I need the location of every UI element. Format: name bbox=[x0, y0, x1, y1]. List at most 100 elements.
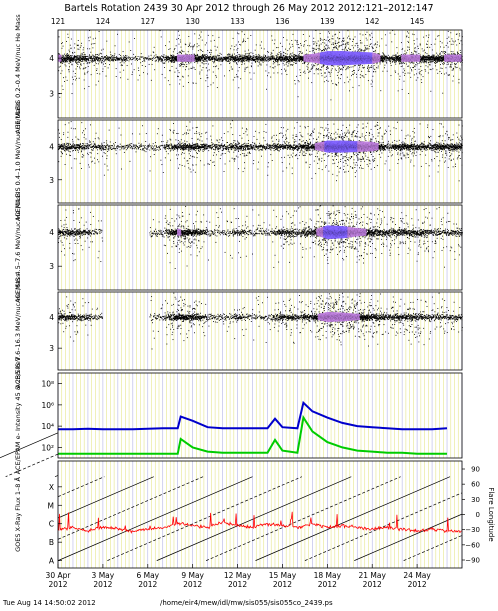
data-point bbox=[167, 57, 169, 58]
data-point bbox=[236, 62, 237, 64]
data-point bbox=[64, 64, 66, 66]
data-point bbox=[105, 56, 106, 58]
data-point bbox=[311, 82, 313, 84]
data-point bbox=[88, 57, 90, 59]
data-point bbox=[293, 54, 295, 56]
data-point bbox=[307, 67, 309, 69]
data-point bbox=[242, 38, 244, 40]
data-point bbox=[154, 57, 156, 59]
data-point bbox=[270, 54, 272, 56]
data-point bbox=[88, 86, 90, 87]
data-point bbox=[84, 72, 86, 74]
data-point bbox=[61, 70, 63, 72]
data-point bbox=[297, 56, 299, 58]
data-point bbox=[327, 80, 329, 82]
data-point bbox=[318, 47, 320, 49]
data-point bbox=[159, 56, 161, 58]
data-point bbox=[177, 75, 179, 77]
data-point bbox=[347, 43, 349, 45]
data-point bbox=[176, 55, 177, 57]
data-point bbox=[119, 56, 121, 58]
data-point bbox=[250, 52, 252, 54]
data-point bbox=[160, 60, 162, 62]
data-point bbox=[346, 68, 347, 70]
data-point bbox=[183, 63, 184, 65]
data-point bbox=[159, 56, 161, 58]
data-point bbox=[175, 67, 177, 69]
data-point bbox=[106, 58, 108, 60]
data-point bbox=[285, 70, 287, 72]
data-point bbox=[149, 58, 151, 60]
data-point bbox=[95, 54, 97, 56]
data-point bbox=[207, 34, 209, 36]
data-point bbox=[130, 56, 132, 58]
data-point bbox=[278, 56, 280, 58]
data-point bbox=[312, 66, 314, 68]
data-point bbox=[290, 59, 292, 61]
data-point bbox=[130, 50, 132, 51]
data-point bbox=[341, 74, 342, 75]
data-point bbox=[248, 58, 250, 60]
data-point bbox=[97, 59, 98, 61]
data-point bbox=[218, 60, 220, 62]
data-point bbox=[178, 34, 180, 36]
data-point bbox=[152, 51, 154, 53]
data-point bbox=[128, 41, 130, 43]
data-point bbox=[284, 48, 286, 50]
data-point bbox=[345, 46, 346, 48]
data-point bbox=[229, 62, 231, 64]
data-point bbox=[75, 62, 77, 63]
data-point bbox=[68, 54, 70, 56]
data-point bbox=[265, 55, 267, 56]
data-point bbox=[360, 42, 361, 44]
data-point bbox=[254, 59, 256, 61]
data-point bbox=[234, 60, 235, 61]
data-point bbox=[68, 69, 70, 71]
data-point bbox=[235, 60, 236, 62]
data-point bbox=[82, 54, 84, 55]
data-point bbox=[361, 70, 363, 72]
data-point bbox=[245, 67, 247, 69]
data-point bbox=[121, 58, 122, 60]
data-point bbox=[173, 59, 175, 61]
data-point bbox=[242, 58, 244, 60]
data-point bbox=[190, 62, 192, 64]
data-point bbox=[331, 68, 333, 70]
data-point bbox=[244, 41, 246, 42]
data-point bbox=[67, 61, 69, 63]
data-point bbox=[193, 67, 195, 69]
data-point bbox=[236, 49, 238, 51]
data-point bbox=[148, 63, 150, 65]
data-point bbox=[205, 80, 207, 82]
data-point bbox=[244, 67, 246, 69]
data-point bbox=[329, 39, 331, 40]
data-point bbox=[285, 69, 287, 71]
data-point bbox=[242, 41, 244, 43]
data-point bbox=[259, 60, 261, 62]
data-point bbox=[360, 50, 362, 52]
data-point bbox=[162, 56, 164, 58]
data-point bbox=[87, 48, 89, 50]
data-point bbox=[291, 58, 293, 60]
data-point bbox=[76, 59, 78, 61]
data-point bbox=[322, 49, 324, 51]
data-point bbox=[65, 58, 67, 60]
data-point bbox=[280, 58, 282, 60]
data-point bbox=[299, 55, 301, 57]
data-point bbox=[251, 62, 253, 64]
data-point bbox=[180, 51, 182, 53]
data-point bbox=[249, 57, 251, 58]
data-point bbox=[270, 56, 272, 58]
data-point bbox=[341, 68, 343, 70]
data-point bbox=[171, 55, 173, 56]
data-point bbox=[161, 55, 163, 57]
data-point bbox=[180, 63, 182, 65]
data-point bbox=[252, 59, 253, 61]
data-point bbox=[292, 56, 294, 58]
data-point bbox=[76, 66, 78, 68]
data-point bbox=[69, 44, 71, 46]
data-point bbox=[94, 56, 96, 58]
data-point bbox=[284, 55, 286, 57]
data-point bbox=[218, 57, 220, 59]
data-point bbox=[363, 66, 365, 68]
